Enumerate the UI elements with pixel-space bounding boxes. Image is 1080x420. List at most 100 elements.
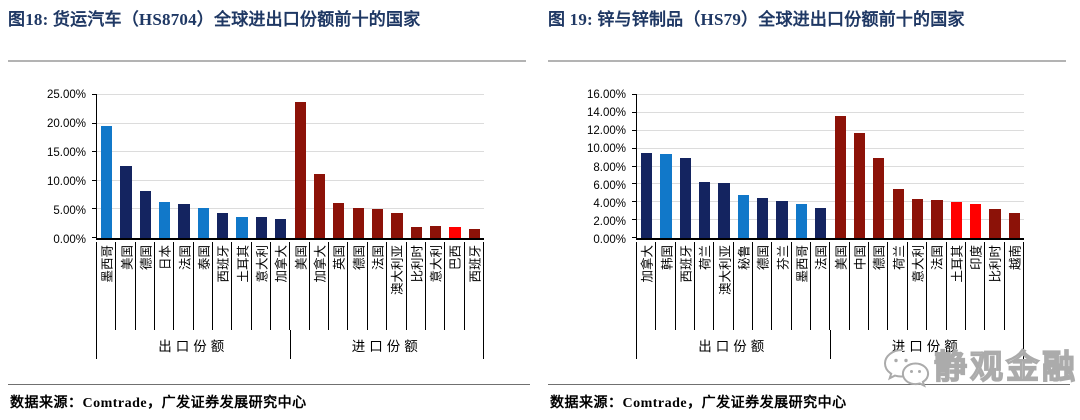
- bar-slot: [465, 95, 484, 238]
- category-label: 意大利: [429, 245, 444, 283]
- category-label: 土耳其: [950, 245, 965, 283]
- bar-slot: [792, 95, 811, 238]
- x-axis-group-labels: 出口份额 进口份额: [96, 330, 484, 359]
- y-tick-label: 0.00%: [53, 234, 86, 246]
- category-cell: 加拿大: [637, 242, 657, 330]
- bar-slot: [387, 95, 406, 238]
- category-cell: 德国: [869, 242, 889, 330]
- category-label: 澳大利亚: [718, 245, 733, 296]
- category-label: 比利时: [410, 245, 425, 283]
- bar-slot: [1005, 95, 1024, 238]
- y-tick-mark: [632, 237, 637, 238]
- category-label: 英国: [332, 245, 347, 271]
- bar: [795, 204, 808, 238]
- bar-slot: [97, 95, 116, 238]
- gridline: [97, 179, 484, 181]
- category-cell: 韩国: [656, 242, 676, 330]
- category-cell: 意大利: [908, 242, 928, 330]
- category-cell: 加拿大: [271, 242, 291, 330]
- category-cell: 澳大利亚: [387, 242, 407, 330]
- bar-slot: [734, 95, 753, 238]
- y-tick-label: 15.00%: [46, 147, 86, 159]
- bar-group: [637, 95, 831, 238]
- bar: [468, 229, 480, 238]
- bar: [776, 201, 788, 238]
- y-tick-mark: [92, 208, 97, 210]
- bar: [159, 201, 171, 238]
- category-cell: 德国: [136, 242, 156, 330]
- category-cell: 日本: [155, 242, 175, 330]
- category-label: 澳大利亚: [390, 245, 405, 296]
- bar: [294, 102, 306, 238]
- category-label: 荷兰: [892, 245, 907, 271]
- y-tick-label: 0.00%: [593, 234, 626, 246]
- category-cell: 土耳其: [947, 242, 966, 330]
- figure-18-title: 图18: 货运汽车（HS8704）全球进出口份额前十的国家: [8, 10, 421, 29]
- y-tick-mark: [632, 111, 637, 113]
- bar: [391, 212, 403, 238]
- bar-slot: [889, 95, 908, 238]
- bar: [197, 208, 209, 238]
- bar-slot: [811, 95, 830, 238]
- category-cell: 法国: [368, 242, 388, 330]
- y-axis: 0.00% 5.00% 10.00% 15.00% 20.00% 25.00%: [8, 89, 96, 246]
- category-cell: 澳大利亚: [714, 242, 734, 330]
- y-tick-label: 5.00%: [53, 205, 86, 217]
- bar: [352, 208, 364, 238]
- y-tick-mark: [632, 129, 637, 131]
- plot-area: [632, 94, 1024, 240]
- bar: [429, 226, 442, 238]
- category-cell: 德国: [753, 242, 773, 330]
- y-tick-label: 25.00%: [46, 89, 86, 101]
- category-label: 芬兰: [776, 245, 791, 271]
- bar: [699, 181, 711, 238]
- y-tick-mark: [632, 94, 637, 95]
- bar: [892, 188, 904, 238]
- gridline: [97, 151, 484, 153]
- y-tick-mark: [92, 237, 97, 238]
- bar: [679, 157, 691, 238]
- y-tick-mark: [632, 219, 637, 221]
- category-cell: 秘鲁: [734, 242, 754, 330]
- plot-area: [92, 94, 484, 240]
- category-cell: 意大利: [426, 242, 446, 330]
- bar: [333, 203, 345, 238]
- group-label-export: 出口份额: [96, 330, 291, 359]
- y-tick-label: 10.00%: [586, 143, 626, 156]
- wechat-icon: [883, 349, 930, 388]
- category-cell: 意大利: [252, 242, 272, 330]
- figure-19-header: 图 19: 锌与锌制品（HS79）全球进出口份额前十的国家: [548, 6, 1066, 62]
- category-label: 加拿大: [274, 245, 289, 283]
- bar-slot: [831, 95, 850, 238]
- bar-slot: [772, 95, 791, 238]
- category-label: 西班牙: [679, 245, 694, 283]
- y-tick-label: 10.00%: [46, 176, 86, 188]
- y-tick-mark: [632, 147, 637, 149]
- gridline: [637, 165, 1024, 167]
- y-tick-mark: [632, 165, 637, 167]
- bar-slot: [908, 95, 927, 238]
- category-label: 法国: [371, 245, 386, 271]
- category-label: 德国: [872, 245, 887, 271]
- category-cell: 法国: [927, 242, 947, 330]
- category-label: 德国: [352, 245, 367, 271]
- category-label: 西班牙: [216, 245, 231, 283]
- watermark-text: 静观金融: [933, 349, 1078, 386]
- category-cell: 中国: [850, 242, 870, 330]
- y-tick-mark: [632, 183, 637, 185]
- bar-slot: [426, 95, 445, 238]
- footer-divider: [548, 384, 1070, 385]
- gridline: [97, 122, 484, 124]
- bar-slot: [174, 95, 193, 238]
- data-source-note: 数据来源：Comtrade，广发证券发展研究中心: [10, 396, 307, 411]
- bar: [101, 125, 113, 238]
- gridline: [97, 94, 484, 95]
- bar: [275, 219, 287, 238]
- figure-19-section: 图 19: 锌与锌制品（HS79）全球进出口份额前十的国家 0.00% 2.00%…: [540, 0, 1080, 420]
- bar: [139, 191, 151, 238]
- y-tick-mark: [92, 94, 97, 95]
- category-cell: 德国: [348, 242, 368, 330]
- category-label: 美国: [294, 245, 309, 271]
- bar: [255, 217, 268, 238]
- category-label: 土耳其: [236, 245, 251, 283]
